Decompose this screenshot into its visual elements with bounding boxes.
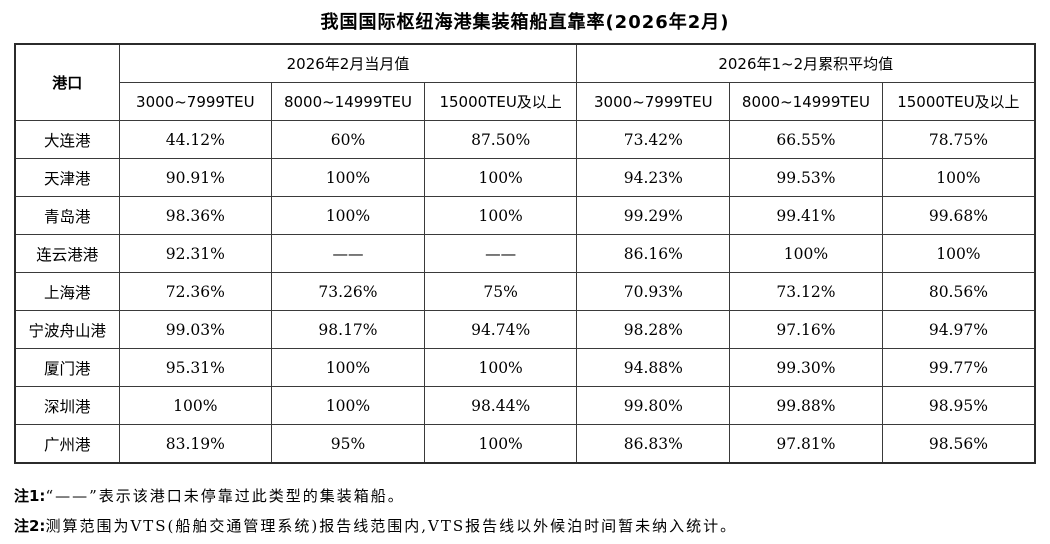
table-cell: 60% — [271, 120, 425, 159]
table-cell: 99.77% — [881, 348, 1036, 387]
group-header-monthly: 2026年2月当月值 — [118, 43, 578, 83]
table-cell: 100% — [423, 158, 578, 197]
table-cell: 73.12% — [729, 272, 883, 311]
table-cell: 44.12% — [118, 120, 273, 159]
table-cell: 98.36% — [118, 196, 273, 235]
table-row: 上海港 72.36% 73.26% 75% 70.93% 73.12% 80.5… — [14, 272, 1036, 311]
table-cell: 100% — [271, 158, 425, 197]
port-name: 大连港 — [14, 120, 120, 159]
table-cell: 99.88% — [729, 386, 883, 425]
table-cell: 70.93% — [576, 272, 731, 311]
table-cell: 73.42% — [576, 120, 731, 159]
table-cell: 100% — [271, 196, 425, 235]
subcolumn-header-row: 3000~7999TEU 8000~14999TEU 15000TEU及以上 3… — [15, 82, 1036, 121]
table-cell: 100% — [729, 234, 883, 273]
port-name: 广州港 — [14, 424, 120, 464]
table-row: 连云港港 92.31% —— —— 86.16% 100% 100% — [14, 234, 1036, 273]
port-name: 上海港 — [14, 272, 120, 311]
table-header: 港口 2026年2月当月值 2026年1~2月累积平均值 3000~7999TE… — [14, 43, 1036, 121]
table-row: 广州港 83.19% 95% 100% 86.83% 97.81% 98.56% — [14, 424, 1036, 464]
table-cell: 100% — [271, 386, 425, 425]
table-cell: 94.74% — [423, 310, 578, 349]
table-cell: 90.91% — [118, 158, 273, 197]
column-header-monthly-8000: 8000~14999TEU — [271, 82, 425, 121]
port-column-header: 港口 — [14, 43, 120, 121]
page-title: 我国国际枢纽海港集装箱船直靠率(2026年2月) — [320, 12, 730, 33]
table-cell: —— — [423, 234, 578, 273]
footnote-1-label: 注1: — [14, 487, 46, 505]
table-cell: 99.53% — [729, 158, 883, 197]
table-cell: 95% — [271, 424, 425, 464]
table-cell: 75% — [423, 272, 578, 311]
berthing-rate-table: 港口 2026年2月当月值 2026年1~2月累积平均值 3000~7999TE… — [14, 43, 1036, 464]
footnote-1-text: “——”表示该港口未停靠过此类型的集装箱船。 — [45, 487, 405, 505]
table-cell: 98.56% — [881, 424, 1036, 464]
table-cell: 72.36% — [118, 272, 273, 311]
table-cell: 100% — [423, 424, 578, 464]
port-name: 青岛港 — [14, 196, 120, 235]
table-cell: 98.95% — [881, 386, 1036, 425]
table-row: 厦门港 95.31% 100% 100% 94.88% 99.30% 99.77… — [14, 348, 1036, 387]
footnotes: 注1:“——”表示该港口未停靠过此类型的集装箱船。 注2:测算范围为VTS(船舶… — [14, 481, 1050, 541]
group-header-row: 港口 2026年2月当月值 2026年1~2月累积平均值 — [14, 43, 1036, 121]
column-header-cumulative-8000: 8000~14999TEU — [729, 82, 883, 121]
table-row: 深圳港 100% 100% 98.44% 99.80% 99.88% 98.95… — [14, 386, 1036, 425]
table-row: 大连港 44.12% 60% 87.50% 73.42% 66.55% 78.7… — [14, 120, 1036, 159]
table-cell: 100% — [423, 348, 578, 387]
column-header-monthly-3000: 3000~7999TEU — [118, 82, 273, 121]
table-cell: 92.31% — [118, 234, 273, 273]
table-cell: 99.29% — [576, 196, 731, 235]
table-cell: —— — [271, 234, 425, 273]
port-name: 连云港港 — [14, 234, 120, 273]
table-cell: 100% — [271, 348, 425, 387]
column-header-cumulative-15000: 15000TEU及以上 — [881, 82, 1036, 121]
table-cell: 86.83% — [576, 424, 731, 464]
table-cell: 100% — [881, 158, 1036, 197]
table-cell: 100% — [118, 386, 273, 425]
column-header-cumulative-3000: 3000~7999TEU — [576, 82, 731, 121]
table-row: 宁波舟山港 99.03% 98.17% 94.74% 98.28% 97.16%… — [14, 310, 1036, 349]
table-cell: 86.16% — [576, 234, 731, 273]
table-cell: 80.56% — [881, 272, 1036, 311]
table-cell: 94.97% — [881, 310, 1036, 349]
table-cell: 87.50% — [423, 120, 578, 159]
table-cell: 66.55% — [729, 120, 883, 159]
table-cell: 99.03% — [118, 310, 273, 349]
table-cell: 97.16% — [729, 310, 883, 349]
table-row: 天津港 90.91% 100% 100% 94.23% 99.53% 100% — [14, 158, 1036, 197]
table-row: 青岛港 98.36% 100% 100% 99.29% 99.41% 99.68… — [14, 196, 1036, 235]
port-name: 天津港 — [14, 158, 120, 197]
table-cell: 99.68% — [881, 196, 1036, 235]
table-cell: 98.44% — [423, 386, 578, 425]
table-cell: 83.19% — [118, 424, 273, 464]
footnote-2: 注2:测算范围为VTS(船舶交通管理系统)报告线范围内,VTS报告线以外候泊时间… — [14, 511, 1050, 541]
table-cell: 99.80% — [576, 386, 731, 425]
group-header-cumulative: 2026年1~2月累积平均值 — [576, 43, 1036, 83]
port-name: 深圳港 — [14, 386, 120, 425]
table-cell: 98.17% — [271, 310, 425, 349]
port-name: 宁波舟山港 — [14, 310, 120, 349]
table-cell: 73.26% — [271, 272, 425, 311]
table-body: 大连港 44.12% 60% 87.50% 73.42% 66.55% 78.7… — [14, 120, 1036, 464]
table-cell: 99.41% — [729, 196, 883, 235]
port-name: 厦门港 — [14, 348, 120, 387]
footnote-2-label: 注2: — [14, 517, 46, 535]
table-cell: 94.23% — [576, 158, 731, 197]
table-cell: 98.28% — [576, 310, 731, 349]
table-cell: 100% — [423, 196, 578, 235]
table-cell: 97.81% — [729, 424, 883, 464]
table-cell: 95.31% — [118, 348, 273, 387]
table-cell: 78.75% — [881, 120, 1036, 159]
footnote-1: 注1:“——”表示该港口未停靠过此类型的集装箱船。 — [14, 481, 1050, 511]
table-cell: 100% — [881, 234, 1036, 273]
footnote-2-text: 测算范围为VTS(船舶交通管理系统)报告线范围内,VTS报告线以外候泊时间暂未纳… — [45, 517, 738, 535]
table-cell: 94.88% — [576, 348, 731, 387]
column-header-monthly-15000: 15000TEU及以上 — [423, 82, 578, 121]
table-cell: 99.30% — [729, 348, 883, 387]
